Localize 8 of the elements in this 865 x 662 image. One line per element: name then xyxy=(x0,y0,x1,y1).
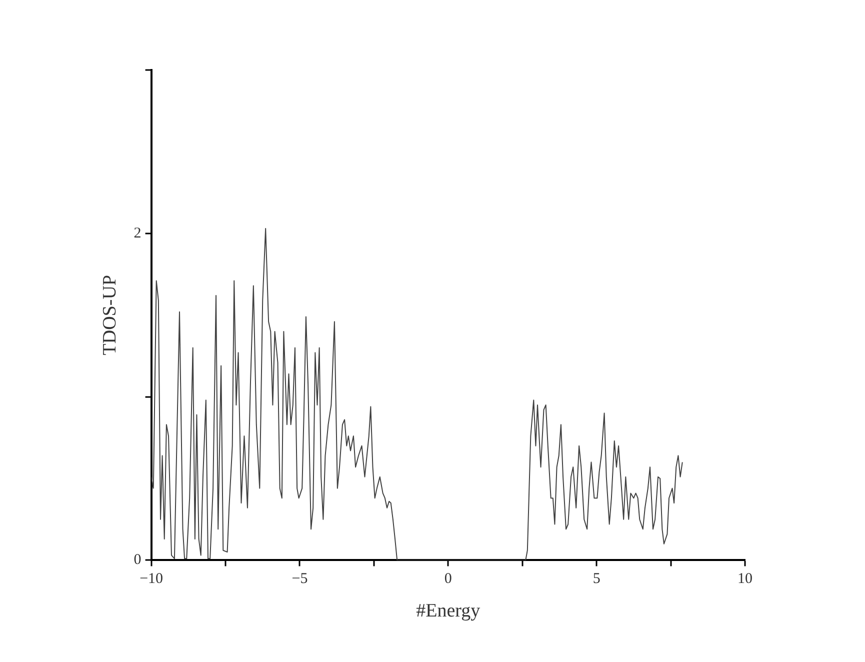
x-tick-label: 10 xyxy=(738,571,752,588)
y-tick-label: 2 xyxy=(134,225,142,242)
x-tick-label: −10 xyxy=(140,571,164,588)
x-tick-label: 5 xyxy=(592,571,600,588)
x-tick-label: 0 xyxy=(444,571,452,588)
x-tick-label: −5 xyxy=(292,571,308,588)
y-axis-title: TDOS-UP xyxy=(99,274,120,356)
x-axis-title: #Energy xyxy=(416,600,481,622)
